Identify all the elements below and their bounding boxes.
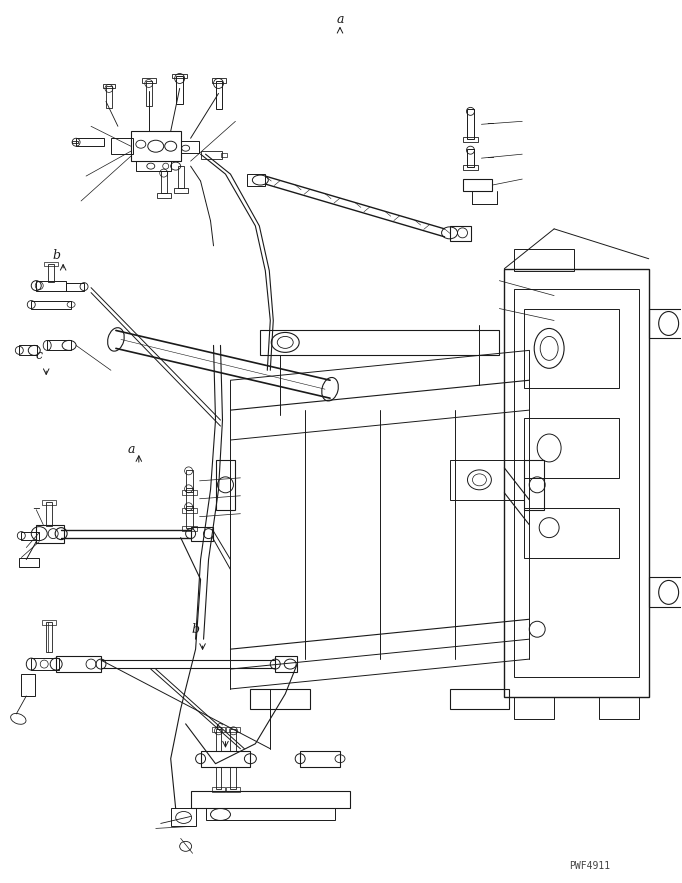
Bar <box>146 81 152 106</box>
Text: c: c <box>215 721 222 734</box>
Bar <box>19 345 38 355</box>
Bar <box>111 139 133 155</box>
Bar <box>514 249 574 271</box>
Bar <box>36 281 66 291</box>
Bar <box>170 809 196 826</box>
Bar <box>250 689 310 709</box>
Bar <box>467 109 475 140</box>
Bar <box>205 809 335 820</box>
Bar <box>181 508 196 513</box>
Bar <box>46 623 53 653</box>
Bar <box>216 81 222 109</box>
Bar <box>464 137 479 142</box>
Bar <box>211 79 226 84</box>
Bar <box>181 525 196 531</box>
Bar <box>649 308 682 338</box>
Bar <box>211 787 226 791</box>
Bar <box>231 728 237 751</box>
Bar <box>261 330 499 355</box>
Text: ─: ─ <box>33 505 39 514</box>
Text: ─: ─ <box>488 154 493 162</box>
Bar <box>31 658 59 670</box>
Bar <box>599 697 639 719</box>
Bar <box>178 166 183 188</box>
Bar <box>56 656 101 672</box>
Bar <box>42 620 56 625</box>
Text: ─: ─ <box>488 120 493 129</box>
Bar <box>514 289 639 677</box>
Bar <box>36 525 64 542</box>
Text: PWF4911: PWF4911 <box>569 861 610 872</box>
Bar <box>44 261 58 266</box>
Bar <box>276 656 297 672</box>
Bar <box>449 689 509 709</box>
Bar <box>186 487 192 509</box>
Bar <box>142 79 155 84</box>
Bar <box>300 751 340 766</box>
Bar <box>524 460 544 509</box>
Bar <box>190 526 213 540</box>
Bar <box>514 697 554 719</box>
Bar <box>222 153 228 157</box>
Bar <box>201 751 250 766</box>
Bar <box>19 557 40 568</box>
Bar <box>186 506 192 528</box>
Text: a: a <box>336 13 344 26</box>
Bar <box>42 500 56 505</box>
Bar <box>449 226 471 241</box>
Bar <box>524 508 619 557</box>
Bar <box>201 151 222 159</box>
Bar <box>172 73 187 79</box>
Bar <box>174 188 188 193</box>
Bar <box>216 728 222 751</box>
Bar <box>21 532 40 540</box>
Bar <box>176 77 183 104</box>
Bar <box>462 179 492 191</box>
Text: b: b <box>52 249 60 262</box>
Bar <box>190 790 350 809</box>
Bar <box>231 766 237 789</box>
Bar <box>106 87 112 109</box>
Bar <box>449 460 524 500</box>
Bar <box>649 577 682 608</box>
Bar <box>48 264 54 282</box>
Bar <box>226 727 241 732</box>
Text: a: a <box>127 443 134 457</box>
Bar <box>157 193 170 198</box>
Bar <box>136 161 170 171</box>
Bar <box>21 674 35 696</box>
Bar <box>216 766 222 789</box>
Bar <box>76 139 104 147</box>
Bar <box>464 165 479 170</box>
Bar <box>47 341 71 351</box>
Text: b: b <box>192 623 200 636</box>
Bar <box>524 308 619 389</box>
Bar <box>504 268 649 697</box>
Bar <box>248 174 265 186</box>
Text: c: c <box>35 349 43 362</box>
Bar <box>186 470 192 492</box>
Bar <box>66 283 84 291</box>
Bar <box>131 132 181 161</box>
Bar <box>524 418 619 478</box>
Bar <box>161 171 166 193</box>
Bar <box>181 141 198 153</box>
Bar <box>181 490 196 494</box>
Bar <box>211 727 226 732</box>
Bar <box>216 460 235 509</box>
Bar <box>467 149 475 167</box>
Bar <box>31 300 71 308</box>
Bar <box>226 787 241 791</box>
Bar <box>103 85 115 88</box>
Bar <box>46 502 53 525</box>
Bar <box>72 141 78 143</box>
